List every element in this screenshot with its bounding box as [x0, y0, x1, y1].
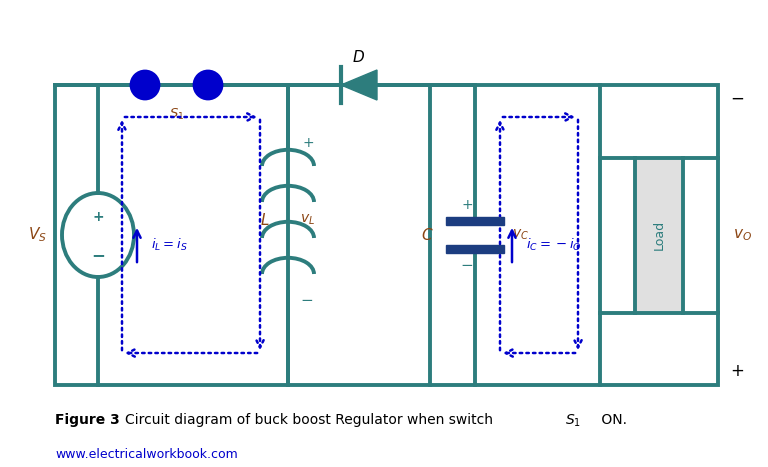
Text: $V_S$: $V_S$: [28, 226, 47, 244]
Text: +: +: [462, 198, 473, 212]
Text: $v_O$: $v_O$: [733, 227, 752, 243]
Text: www.electricalworkbook.com: www.electricalworkbook.com: [55, 448, 238, 461]
Text: +: +: [92, 210, 104, 224]
Bar: [446, 245, 504, 253]
Text: $i_C = -i_O$: $i_C = -i_O$: [526, 237, 581, 253]
Text: $v_C$: $v_C$: [512, 228, 529, 242]
Text: Figure 3: Figure 3: [55, 413, 124, 427]
Text: $S_1$: $S_1$: [565, 413, 581, 429]
Text: +: +: [730, 362, 744, 380]
Bar: [635, 157, 683, 312]
Text: ON.: ON.: [597, 413, 627, 427]
Text: $S_1$: $S_1$: [169, 107, 184, 122]
Text: $v_L$: $v_L$: [300, 213, 315, 227]
Text: $i_L = i_S$: $i_L = i_S$: [151, 237, 187, 253]
Text: −: −: [300, 292, 313, 307]
Text: $C$: $C$: [422, 227, 434, 243]
Text: Load: Load: [653, 220, 666, 250]
Bar: [55, 85, 718, 385]
Bar: [446, 217, 504, 225]
Text: Circuit diagram of buck boost Regulator when switch: Circuit diagram of buck boost Regulator …: [125, 413, 498, 427]
Circle shape: [194, 71, 222, 99]
Text: +: +: [303, 136, 315, 150]
Circle shape: [131, 71, 159, 99]
Text: $L$: $L$: [260, 212, 270, 228]
Text: $D$: $D$: [353, 49, 366, 65]
Text: −: −: [91, 246, 105, 264]
Text: −: −: [730, 90, 744, 108]
Polygon shape: [341, 70, 377, 100]
Text: −: −: [461, 257, 473, 273]
